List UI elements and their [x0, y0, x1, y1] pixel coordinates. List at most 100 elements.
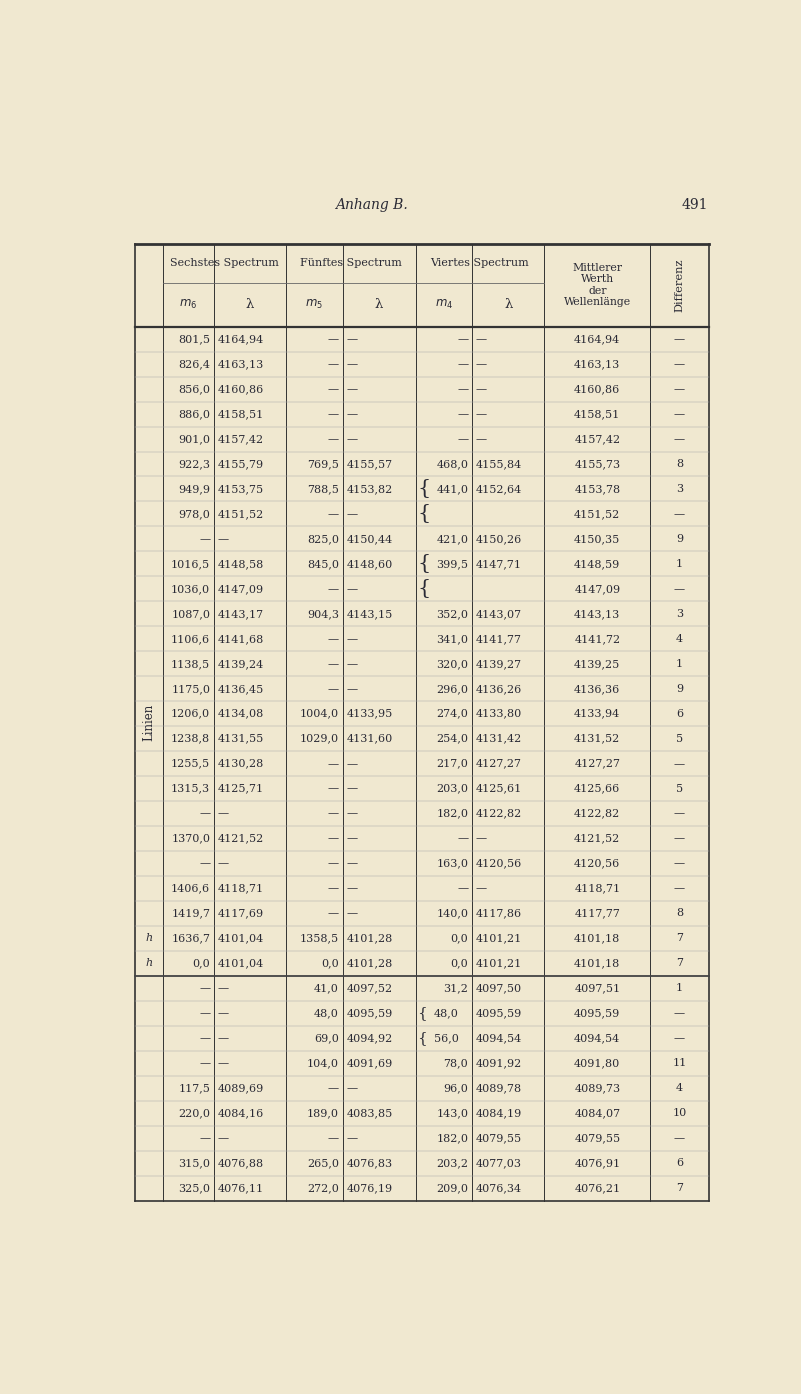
Text: —: — [476, 434, 487, 445]
Text: —: — [328, 909, 339, 919]
Text: 4097,50: 4097,50 [476, 983, 522, 994]
Text: 220,0: 220,0 [178, 1108, 210, 1118]
Text: 1175,0: 1175,0 [171, 683, 210, 694]
Text: 4133,94: 4133,94 [574, 708, 621, 719]
Text: 4076,34: 4076,34 [476, 1184, 522, 1193]
Text: —: — [457, 360, 469, 369]
Text: 4101,18: 4101,18 [574, 959, 621, 969]
Text: —: — [328, 1083, 339, 1093]
Text: 491: 491 [682, 198, 709, 212]
Text: 4163,13: 4163,13 [574, 360, 621, 369]
Text: —: — [674, 834, 685, 843]
Text: h: h [146, 934, 152, 944]
Text: —: — [674, 408, 685, 420]
Text: 8: 8 [676, 459, 683, 468]
Text: 4160,86: 4160,86 [574, 385, 621, 395]
Text: —: — [328, 335, 339, 344]
Text: —: — [218, 1008, 229, 1019]
Text: 4101,28: 4101,28 [347, 934, 392, 944]
Text: 825,0: 825,0 [307, 534, 339, 544]
Text: —: — [347, 509, 358, 519]
Text: 856,0: 856,0 [178, 385, 210, 395]
Text: —: — [328, 783, 339, 793]
Text: 4160,86: 4160,86 [218, 385, 264, 395]
Text: —: — [347, 584, 358, 594]
Text: 4121,52: 4121,52 [218, 834, 264, 843]
Text: 4101,28: 4101,28 [347, 959, 392, 969]
Text: Differenz: Differenz [674, 258, 684, 312]
Text: —: — [674, 509, 685, 519]
Text: —: — [199, 534, 210, 544]
Text: 41,0: 41,0 [314, 983, 339, 994]
Text: 1315,3: 1315,3 [171, 783, 210, 793]
Text: 203,2: 203,2 [437, 1158, 469, 1168]
Text: —: — [347, 634, 358, 644]
Text: 4076,91: 4076,91 [574, 1158, 620, 1168]
Text: {: { [417, 555, 430, 573]
Text: 1370,0: 1370,0 [171, 834, 210, 843]
Text: 4155,84: 4155,84 [476, 459, 522, 468]
Text: —: — [199, 1008, 210, 1019]
Text: 1206,0: 1206,0 [171, 708, 210, 719]
Text: —: — [328, 509, 339, 519]
Text: —: — [347, 783, 358, 793]
Text: 4158,51: 4158,51 [218, 408, 264, 420]
Text: 143,0: 143,0 [437, 1108, 469, 1118]
Text: 4163,13: 4163,13 [218, 360, 264, 369]
Text: 8: 8 [676, 909, 683, 919]
Text: 4153,75: 4153,75 [218, 484, 264, 493]
Text: —: — [199, 1133, 210, 1143]
Text: 10: 10 [672, 1108, 686, 1118]
Text: 4077,03: 4077,03 [476, 1158, 522, 1168]
Text: 4131,52: 4131,52 [574, 733, 621, 743]
Text: 209,0: 209,0 [437, 1184, 469, 1193]
Text: Anhang B.: Anhang B. [336, 198, 409, 212]
Text: 1406,6: 1406,6 [171, 884, 210, 894]
Text: —: — [347, 859, 358, 868]
Text: —: — [457, 408, 469, 420]
Text: —: — [328, 385, 339, 395]
Text: —: — [674, 1033, 685, 1043]
Text: 4155,73: 4155,73 [574, 459, 620, 468]
Text: —: — [347, 909, 358, 919]
Text: 4152,64: 4152,64 [476, 484, 522, 493]
Text: 274,0: 274,0 [437, 708, 469, 719]
Text: 4120,56: 4120,56 [574, 859, 621, 868]
Text: 1358,5: 1358,5 [300, 934, 339, 944]
Text: 5: 5 [676, 783, 683, 793]
Text: 352,0: 352,0 [437, 609, 469, 619]
Text: 69,0: 69,0 [314, 1033, 339, 1043]
Text: 78,0: 78,0 [444, 1058, 469, 1068]
Text: 978,0: 978,0 [179, 509, 210, 519]
Text: —: — [674, 584, 685, 594]
Text: 4133,95: 4133,95 [347, 708, 392, 719]
Text: 4143,17: 4143,17 [218, 609, 264, 619]
Text: 4117,86: 4117,86 [476, 909, 522, 919]
Text: 4076,21: 4076,21 [574, 1184, 620, 1193]
Text: —: — [674, 434, 685, 445]
Text: 1: 1 [676, 559, 683, 569]
Text: 320,0: 320,0 [437, 659, 469, 669]
Text: —: — [476, 360, 487, 369]
Text: 1238,8: 1238,8 [171, 733, 210, 743]
Text: 0,0: 0,0 [192, 959, 210, 969]
Text: —: — [328, 634, 339, 644]
Text: 7: 7 [676, 959, 683, 969]
Text: 4094,54: 4094,54 [476, 1033, 522, 1043]
Text: Linien: Linien [143, 704, 155, 740]
Text: 1106,6: 1106,6 [171, 634, 210, 644]
Text: —: — [199, 983, 210, 994]
Text: 117,5: 117,5 [179, 1083, 210, 1093]
Text: Mittlerer
Werth
der
Wellenlänge: Mittlerer Werth der Wellenlänge [564, 262, 631, 308]
Text: —: — [347, 335, 358, 344]
Text: 4131,42: 4131,42 [476, 733, 522, 743]
Text: 4084,07: 4084,07 [574, 1108, 620, 1118]
Text: 801,5: 801,5 [178, 335, 210, 344]
Text: 4097,52: 4097,52 [347, 983, 392, 994]
Text: {: { [417, 1006, 427, 1020]
Text: 886,0: 886,0 [178, 408, 210, 420]
Text: Viertes Spectrum: Viertes Spectrum [430, 258, 529, 268]
Text: 4147,71: 4147,71 [476, 559, 522, 569]
Text: —: — [328, 1133, 339, 1143]
Text: 189,0: 189,0 [307, 1108, 339, 1118]
